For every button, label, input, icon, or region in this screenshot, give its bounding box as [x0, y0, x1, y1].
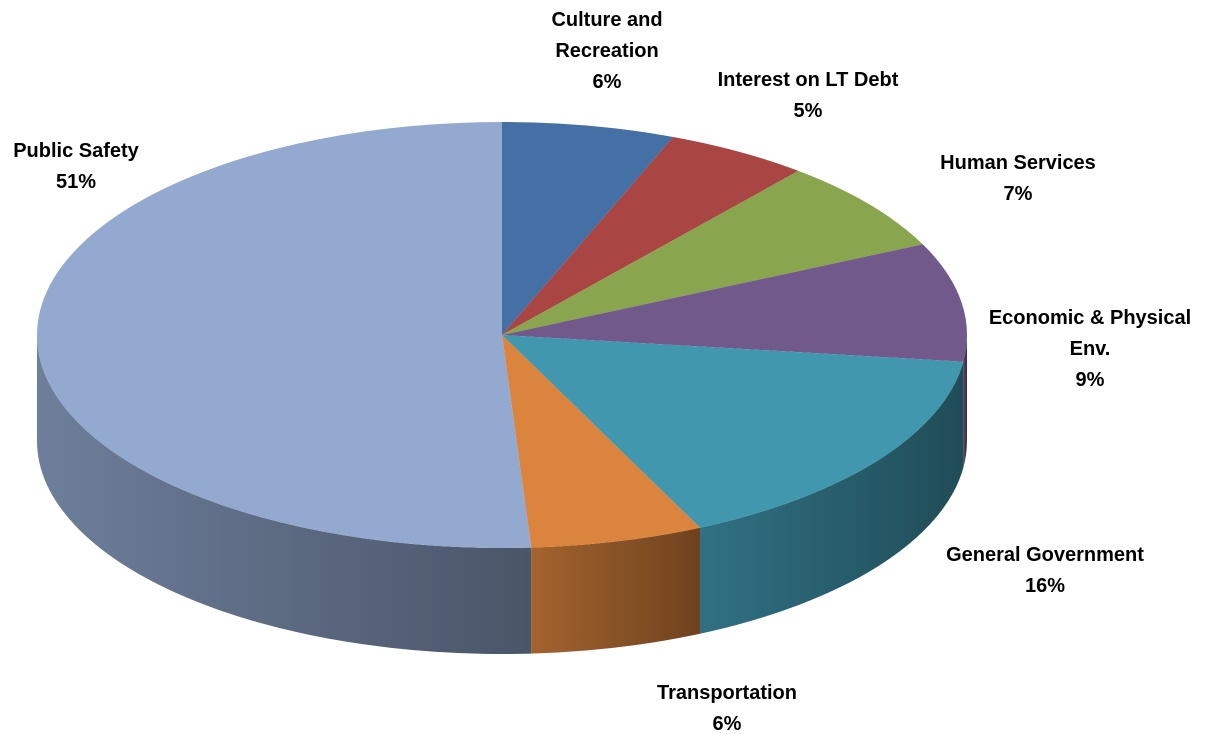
- slice-label: Economic & Physical Env. 9%: [970, 303, 1205, 396]
- slice: [502, 335, 700, 548]
- slice-label: Culture and Recreation 6%: [527, 5, 687, 98]
- slice: [37, 121, 532, 549]
- value-label: 6%: [592, 71, 622, 93]
- value-label: 51%: [55, 171, 97, 193]
- category-name: Human Services: [940, 152, 1096, 174]
- value-label: 6%: [712, 713, 742, 734]
- slice-side: [699, 361, 964, 634]
- slice-label: Transportation 6%: [627, 678, 827, 734]
- slice: [502, 170, 923, 335]
- value-label: 16%: [1024, 575, 1066, 597]
- slice-label: Public Safety 51%: [0, 136, 156, 198]
- slice-side: [37, 335, 532, 655]
- slice-side: [963, 335, 967, 468]
- category-name: Culture and Recreation: [551, 9, 663, 62]
- slice: [502, 122, 674, 335]
- value-label: 9%: [1075, 369, 1105, 391]
- slice-label: Human Services 7%: [908, 148, 1128, 210]
- slice: [502, 335, 964, 528]
- category-name: Transportation: [656, 682, 797, 704]
- category-name: General Government: [946, 544, 1144, 566]
- slice: [502, 244, 967, 362]
- value-label: 5%: [793, 100, 823, 122]
- slice-side: [531, 527, 700, 654]
- category-name: Interest on LT Debt: [717, 69, 899, 91]
- value-label: 7%: [1003, 183, 1033, 205]
- slice: [502, 136, 799, 335]
- category-name: Public Safety: [13, 140, 139, 162]
- slice-label: General Government 16%: [915, 540, 1175, 602]
- category-name: Economic & Physical Env.: [988, 307, 1192, 360]
- slice-label: Interest on LT Debt 5%: [688, 65, 928, 127]
